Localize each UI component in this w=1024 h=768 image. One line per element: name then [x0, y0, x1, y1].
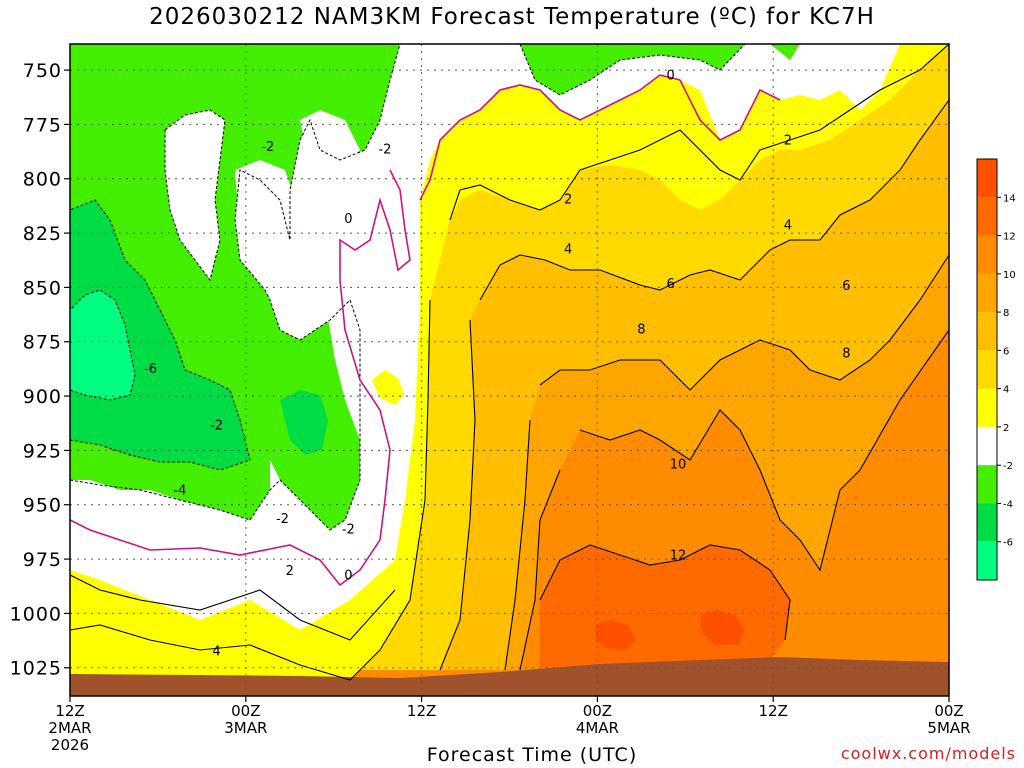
colorbar-swatch: [977, 312, 997, 351]
contour-label: 0: [344, 568, 352, 583]
colorbar-label: -6: [1003, 538, 1013, 549]
lobe-white-1: [165, 110, 225, 280]
colorbar-label: -4: [1003, 499, 1013, 510]
y-tick-label: 875: [23, 332, 62, 354]
colorbar-swatch: [977, 388, 997, 427]
colorbar-label: 14: [1003, 193, 1016, 204]
colorbar-swatch: [977, 235, 997, 274]
contour-label: -2: [261, 140, 274, 155]
y-tick-label: 850: [23, 277, 62, 299]
temperature-field: [70, 44, 949, 696]
contour-label: 6: [842, 279, 850, 294]
hot-spot-1: [596, 620, 636, 650]
x-tick-label: 00Z: [583, 702, 612, 720]
negative-contours: [70, 44, 746, 531]
x-tick-label: 4MAR: [576, 719, 619, 737]
contour-label: 8: [842, 347, 850, 362]
x-tick-label: 12Z: [55, 702, 84, 720]
contour-label: -2: [276, 512, 289, 527]
ground-terrain: [70, 657, 949, 696]
colorbar-swatch: [977, 426, 997, 466]
band-neg6-neg4: [70, 200, 250, 470]
contour-label: 8: [637, 323, 645, 338]
contour-label: 10: [670, 457, 687, 472]
y-tick-label: 925: [23, 440, 62, 462]
colorbar-swatch: [977, 503, 997, 542]
contour-label: -2: [378, 142, 391, 157]
contour-label: -4: [173, 484, 186, 499]
x-axis-label: Forecast Time (UTC): [426, 744, 638, 766]
contour-label: 2: [784, 134, 792, 149]
colorbar-frame: [976, 158, 998, 581]
y-tick-label: 800: [23, 169, 62, 191]
colorbar-label: 2: [1003, 423, 1009, 434]
colorbar-label: -2: [1003, 461, 1013, 472]
x-tick-label: 2MAR: [48, 719, 91, 737]
contour-label: 6: [667, 277, 675, 292]
y-tick-label: 775: [23, 114, 62, 136]
x-tick-label: 12Z: [759, 702, 788, 720]
y-tick-label: 825: [23, 223, 62, 245]
y-tick-label: 900: [23, 386, 62, 408]
y-tick-label: 1000: [10, 603, 62, 625]
band-lt-neg6: [70, 290, 135, 400]
colorbar-swatch: [977, 197, 997, 236]
y-tick-label: 1025: [10, 658, 62, 680]
colorbar-swatch: [977, 541, 997, 580]
credit-text: coolwx.com/models: [840, 744, 1016, 763]
band-neg6-neg4-b: [280, 390, 328, 455]
contour-label: -2: [342, 523, 355, 538]
y-tick-label: 750: [23, 60, 62, 82]
hot-spot-2: [700, 610, 745, 645]
contour-label: 4: [784, 218, 792, 233]
colorbar-swatch: [977, 159, 997, 198]
y-tick-label: 950: [23, 495, 62, 517]
contour-label: 2: [564, 192, 572, 207]
contour-label: -6: [144, 362, 157, 377]
hot-core: [540, 545, 790, 668]
colorbar-label: 12: [1003, 232, 1016, 243]
contour-label-layer: -2 -2 0 0 2 2 4 4 6 6 8 8 10 12 -6 -4 -2 -2 -2 0 2 4: [144, 68, 851, 659]
freezing-line: [70, 74, 781, 587]
contour-label: 12: [670, 549, 687, 564]
contour-label: 2: [286, 564, 294, 579]
colorbar-swatch: [977, 465, 997, 504]
contour-label: 0: [344, 212, 352, 227]
colorbar-swatch: [977, 273, 997, 313]
lobe-white-3: [300, 110, 360, 165]
colorbar-label: 6: [1003, 346, 1009, 357]
y-tick-label: 975: [23, 549, 62, 571]
colorbar-label: 8: [1003, 308, 1009, 319]
contour-label: 4: [212, 644, 220, 659]
contour-label: 4: [564, 242, 572, 257]
contour-label: -2: [210, 418, 223, 433]
colorbar-label: 4: [1003, 385, 1009, 396]
yellow-blob: [372, 370, 404, 405]
x-tick-label: 12Z: [407, 702, 436, 720]
x-tick-label: 00Z: [934, 702, 963, 720]
chart-title: 2026030212 NAM3KM Forecast Temperature (…: [149, 4, 875, 30]
colorbar-label: 10: [1003, 270, 1016, 281]
y-axis: 750 775 800 825 850 875 900 925 950 975 1000 1025: [10, 60, 70, 680]
colorbar: 14 12 10 8 6 4 2 -2 -4 -6: [976, 158, 1016, 581]
x-tick-label: 5MAR: [927, 719, 970, 737]
plot-frame: [69, 43, 950, 697]
contour-lines: [70, 44, 949, 681]
lobe-white-2: [235, 160, 295, 290]
colorbar-swatch: [977, 350, 997, 389]
x-tick-label: 00Z: [231, 702, 260, 720]
x-tick-label: 3MAR: [224, 719, 267, 737]
x-tick-label: 2026: [51, 736, 89, 754]
contour-label: 0: [667, 68, 675, 83]
